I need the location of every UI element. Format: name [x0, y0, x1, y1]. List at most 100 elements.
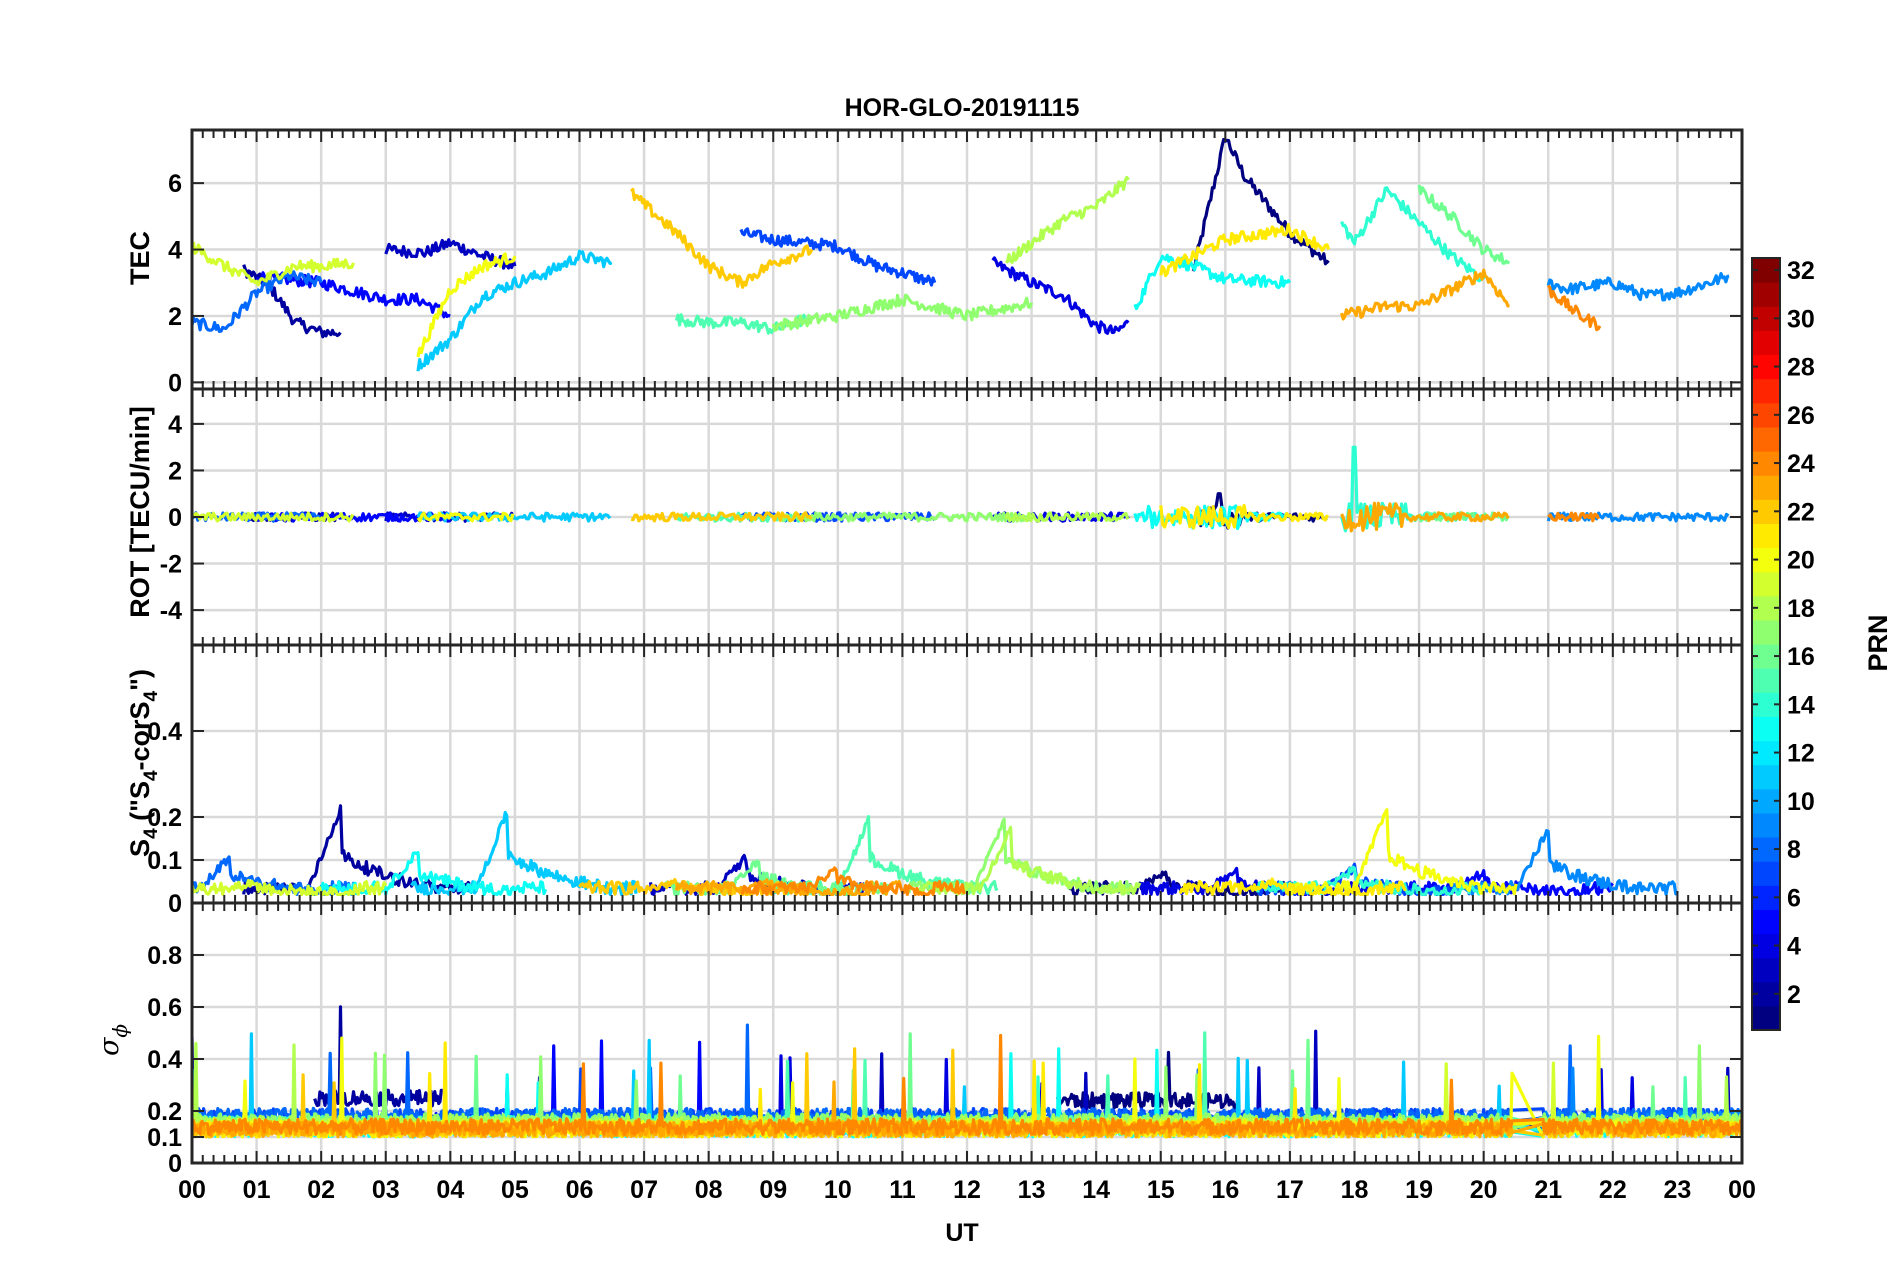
s4-line-prn-19 [192, 878, 388, 896]
sigphi-line-prn-2 [313, 1005, 443, 1108]
rot-line-prn-20 [416, 511, 515, 523]
tec-axis-label: TEC [125, 231, 155, 285]
panel-tec: 0 2 4 6 [168, 128, 1744, 397]
x-tick-label: 11 [889, 1176, 916, 1204]
s4-y-tick-label: 0.2 [147, 804, 182, 832]
rot-series-group [192, 445, 1730, 533]
sigma-phi-axis-label: σϕ [94, 1024, 132, 1056]
colorbar-cell [1752, 716, 1780, 742]
x-tick-label: 16 [1211, 1176, 1239, 1204]
x-tick-label: 23 [1664, 1176, 1692, 1204]
colorbar-cell [1752, 523, 1780, 549]
rot-line-prn-22 [630, 511, 813, 523]
s4-y-tick-label: 0.4 [147, 718, 182, 746]
sigphi-y-tick-label: 0.4 [147, 1046, 182, 1074]
colorbar-tick-label: 12 [1787, 740, 1815, 768]
x-tick-label: 08 [695, 1176, 723, 1204]
s4-label-s: S [125, 839, 155, 857]
sigphi-y-tick-label: 0.8 [147, 942, 182, 970]
x-tick-label: 14 [1082, 1176, 1110, 1204]
x-tick-label: 19 [1405, 1176, 1433, 1204]
phi-subscript: ϕ [108, 1024, 132, 1038]
colorbar-cell [1752, 909, 1780, 935]
colorbar-frame [1751, 257, 1781, 1031]
x-tick-label: 20 [1470, 1176, 1498, 1204]
colorbar-tick-label: 28 [1787, 354, 1815, 382]
sigphi-series-group [192, 1005, 1742, 1139]
x-tick-label: 09 [759, 1176, 787, 1204]
colorbar-tick-label: 4 [1787, 933, 1801, 961]
sigma-symbol: σ [94, 1036, 125, 1056]
colorbar-cell [1752, 861, 1780, 886]
colorbar-cell [1752, 330, 1780, 356]
tec-y-tick-label: 0 [168, 369, 182, 397]
s4-y-tick-label: 0.1 [147, 847, 182, 875]
colorbar-cell [1752, 668, 1780, 693]
tec-y-tick-label: 6 [168, 170, 182, 198]
tec-line-prn-16 [1417, 184, 1510, 265]
s4-label-sub3: 4 [141, 690, 162, 701]
colorbar-cell [1752, 812, 1780, 838]
x-axis-label: UT [945, 1219, 978, 1247]
sigphi-y-tick-label: 0.1 [147, 1124, 182, 1152]
s4-label-sub2: 4 [141, 770, 162, 781]
sigphi-line-prn-24 [192, 1033, 1742, 1136]
colorbar-cell [1752, 475, 1780, 500]
rot-y-tick-label: -4 [160, 597, 182, 625]
s4-label-part3: ") [125, 669, 155, 691]
tec-line-prn-23 [1340, 268, 1510, 321]
colorbar-tick-label: 18 [1787, 595, 1815, 623]
s4-line-prn-24 [740, 866, 966, 896]
tec-line-prn-9 [1546, 272, 1730, 302]
tec-line-prn-21 [1159, 223, 1331, 278]
s4-axis-label: S4 ("S4-corS4") [125, 669, 162, 857]
colorbar-cell [1752, 282, 1780, 307]
colorbar-tick-label: 14 [1787, 691, 1815, 719]
colorbar-tick-label: 16 [1787, 643, 1815, 671]
x-tick-label: 07 [630, 1176, 658, 1204]
colorbar-tick-label: 2 [1787, 981, 1801, 1009]
tec-y-tick-label: 2 [168, 303, 182, 331]
panel-sigphi: 00.10.2 0.4 0.6 0.8 [147, 901, 1744, 1178]
colorbar-cell [1752, 571, 1780, 597]
colorbar-tick-label: 30 [1787, 305, 1815, 333]
rot-y-tick-label: 0 [168, 504, 182, 532]
colorbar-cell [1752, 1005, 1780, 1031]
x-tick-label: 10 [824, 1176, 852, 1204]
s4-label-sub: 4 [141, 828, 162, 839]
x-tick-label: 00 [178, 1176, 206, 1204]
s4-line-prn-9 [1451, 829, 1679, 896]
x-tick-label: 02 [307, 1176, 335, 1204]
colorbar-cell [1752, 619, 1780, 645]
rot-y-tick-label: 2 [168, 457, 182, 485]
colorbar-tick-label: 26 [1787, 402, 1815, 430]
colorbar-tick-label: 32 [1787, 257, 1815, 285]
x-tick-labels: 00 01 02 03 04 05 06 07 08 09 10 11 12 13 14 15 16 17 18 19… [178, 1176, 1756, 1204]
colorbar-cell [1752, 426, 1780, 452]
x-tick-label: 01 [243, 1176, 271, 1204]
colorbar-cell [1752, 957, 1780, 983]
s4-series-group [192, 804, 1679, 896]
colorbar-label: PRN [1863, 614, 1893, 671]
rot-line-prn-24 [1547, 511, 1601, 523]
tec-series-group [192, 137, 1730, 372]
colorbar-tick-label: 6 [1787, 884, 1801, 912]
tec-line-prn-19 [192, 241, 355, 287]
x-tick-label: 15 [1147, 1176, 1175, 1204]
x-tick-label: 17 [1276, 1176, 1304, 1204]
tec-line-prn-8 [192, 270, 323, 333]
s4-label-part1: ("S [125, 781, 155, 828]
tec-line-prn-2 [242, 264, 342, 339]
tec-y-tick-label: 4 [168, 237, 182, 265]
x-tick-label: 12 [953, 1176, 981, 1204]
rot-y-tick-label: -2 [160, 551, 182, 579]
tec-line-prn-13 [1133, 253, 1292, 311]
tec-line-prn-4 [991, 256, 1130, 335]
rot-axis-label: ROT [TECU/min] [125, 406, 155, 617]
colorbar-tick-label: 8 [1787, 836, 1801, 864]
x-tick-label: 05 [501, 1176, 529, 1204]
colorbar-cell [1752, 764, 1780, 790]
colorbar-tick-label: 24 [1787, 450, 1815, 478]
